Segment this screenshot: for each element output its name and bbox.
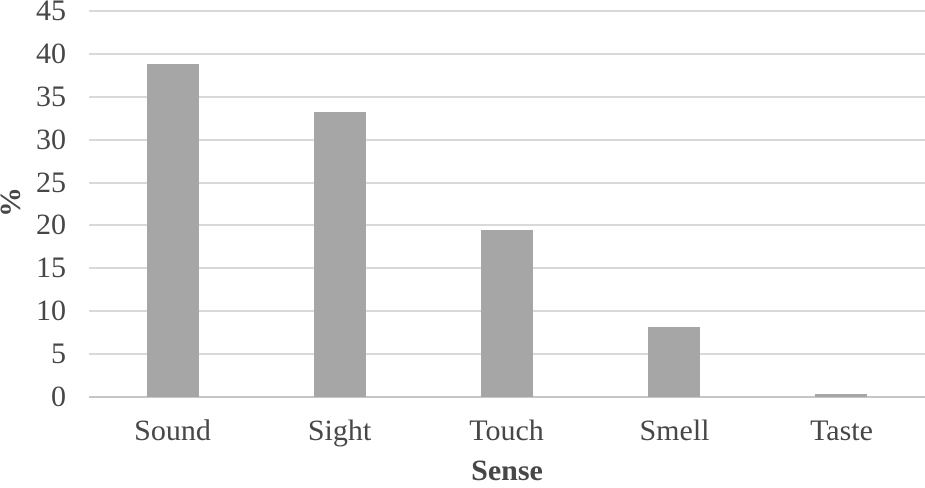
gridline-25 bbox=[89, 182, 925, 184]
y-tick-label-20: 20 bbox=[36, 208, 66, 241]
x-axis-line bbox=[89, 396, 925, 398]
x-tick-label-sight: Sight bbox=[307, 414, 372, 447]
y-tick-label-10: 10 bbox=[36, 294, 66, 327]
x-tick-label-taste: Taste bbox=[810, 414, 873, 447]
gridline-35 bbox=[89, 96, 925, 98]
y-tick-label-25: 25 bbox=[36, 166, 66, 199]
y-tick-label-35: 35 bbox=[36, 80, 66, 113]
gridline-30 bbox=[89, 139, 925, 141]
gridline-40 bbox=[89, 53, 925, 55]
gridline-20 bbox=[89, 224, 925, 226]
gridline-45 bbox=[89, 10, 925, 12]
y-tick-label-15: 15 bbox=[36, 251, 66, 284]
x-tick-label-touch: Touch bbox=[469, 414, 544, 447]
bar-smell bbox=[648, 327, 700, 397]
bar-sight bbox=[314, 112, 366, 397]
y-tick-label-40: 40 bbox=[36, 37, 66, 70]
x-tick-label-sound: Sound bbox=[134, 414, 211, 447]
x-tick-label-smell: Smell bbox=[639, 414, 710, 447]
y-tick-label-30: 30 bbox=[36, 123, 66, 156]
bar-touch bbox=[481, 230, 533, 397]
x-axis-title: Sense bbox=[471, 454, 543, 487]
bar-taste bbox=[815, 394, 867, 397]
bar-sound bbox=[147, 64, 199, 397]
y-tick-label-0: 0 bbox=[51, 380, 66, 413]
y-tick-label-45: 45 bbox=[36, 0, 66, 27]
y-tick-label-5: 5 bbox=[51, 337, 66, 370]
